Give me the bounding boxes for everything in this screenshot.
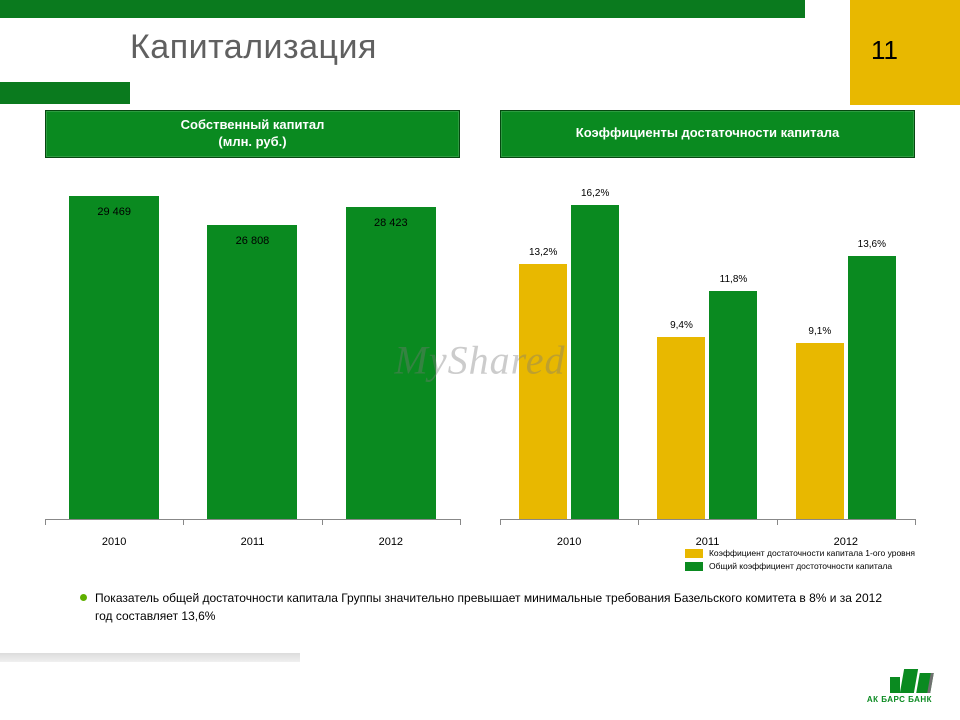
legend-swatch-icon	[685, 549, 703, 558]
legend-label: Коэффициент достаточности капитала 1-ого…	[709, 548, 915, 558]
bank-logo-text: АК БАРС БАНК	[867, 695, 932, 704]
x-axis-label: 2012	[777, 536, 915, 548]
bar-value-label: 9,1%	[808, 326, 831, 337]
bar-value-label: 16,2%	[581, 188, 609, 199]
adequacy-chart-area: 13,2%16,2%9,4%11,8%9,1%13,6%	[500, 190, 915, 520]
adequacy-chart-xlabels: 201020112012	[500, 536, 915, 548]
x-axis-label: 2012	[322, 536, 460, 548]
panel-title-left-line2: (млн. руб.)	[218, 134, 286, 149]
bar-value-label: 13,6%	[858, 239, 886, 250]
bank-logo: АК БАРС БАНК	[867, 669, 932, 704]
adequacy-chart: 13,2%16,2%9,4%11,8%9,1%13,6% 20102011201…	[500, 180, 915, 560]
equity-bar: 29 469	[69, 196, 159, 519]
page-title: Капитализация	[130, 28, 377, 67]
bar-value-label: 28 423	[374, 217, 408, 229]
page-number: 11	[871, 35, 898, 66]
legend-item: Коэффициент достаточности капитала 1-ого…	[685, 548, 915, 558]
bar-value-label: 11,8%	[720, 274, 748, 285]
bar-slot: 26 808	[183, 190, 321, 519]
legend-swatch-icon	[685, 562, 703, 571]
equity-bar: 26 808	[207, 225, 297, 519]
bullet-text: Показатель общей достаточности капитала …	[95, 589, 900, 625]
legend-label: Общий коэффициент достоточности капитала	[709, 561, 892, 571]
bar-value-label: 13,2%	[529, 247, 557, 258]
x-axis-label: 2011	[638, 536, 776, 548]
adequacy-bar: 9,1%	[796, 343, 844, 519]
adequacy-bar: 13,2%	[519, 264, 567, 519]
header-yellow-block	[850, 0, 960, 105]
equity-chart: 29 469 26 808 28 423 201020112012	[45, 180, 460, 560]
bullet-section: Показатель общей достаточности капитала …	[80, 589, 900, 625]
bullet-item: Показатель общей достаточности капитала …	[80, 589, 900, 625]
x-axis-label: 2011	[183, 536, 321, 548]
bar-group: 13,2%16,2%	[500, 190, 638, 519]
x-axis-label: 2010	[500, 536, 638, 548]
bar-value-label: 9,4%	[670, 320, 693, 331]
adequacy-bar: 11,8%	[709, 291, 757, 519]
bar-group: 9,1%13,6%	[777, 190, 915, 519]
equity-chart-area: 29 469 26 808 28 423	[45, 190, 460, 520]
bar-slot: 28 423	[322, 190, 460, 519]
equity-chart-xlabels: 201020112012	[45, 536, 460, 548]
legend-item: Общий коэффициент достоточности капитала	[685, 561, 915, 571]
adequacy-bar: 16,2%	[571, 205, 619, 519]
header-sub-tab	[0, 82, 130, 104]
adequacy-chart-legend: Коэффициент достаточности капитала 1-ого…	[685, 548, 915, 574]
bullet-dot-icon	[80, 594, 87, 601]
panel-titles-row: Собственный капитал (млн. руб.) Коэффици…	[45, 110, 915, 158]
panel-title-left: Собственный капитал (млн. руб.)	[45, 110, 460, 158]
panel-title-left-line1: Собственный капитал	[181, 117, 325, 132]
adequacy-bar: 9,4%	[657, 337, 705, 519]
adequacy-bar: 13,6%	[848, 256, 896, 519]
panel-title-right: Коэффициенты достаточности капитала	[500, 110, 915, 158]
x-axis-label: 2010	[45, 536, 183, 548]
slide-header: Капитализация 11	[0, 0, 960, 105]
equity-bar: 28 423	[346, 207, 436, 519]
bar-value-label: 29 469	[97, 206, 131, 218]
charts-row: 29 46926 80828 423 201020112012 13,2%16,…	[45, 180, 915, 560]
bar-group: 9,4%11,8%	[638, 190, 776, 519]
bank-logo-mark-icon	[867, 669, 932, 693]
bar-value-label: 26 808	[236, 235, 270, 247]
bar-slot: 29 469	[45, 190, 183, 519]
footer-gray-bar	[0, 653, 300, 662]
header-green-bar	[0, 0, 805, 18]
